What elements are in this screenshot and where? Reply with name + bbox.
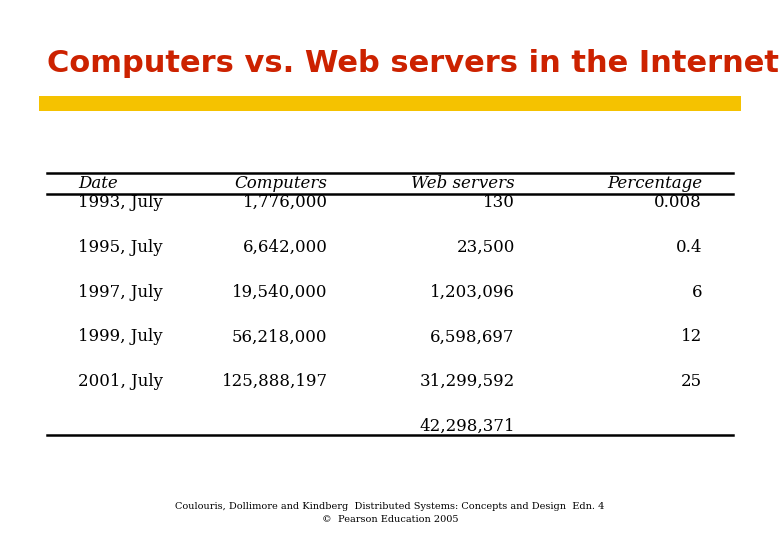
Text: Date: Date [78, 175, 118, 192]
Text: Computers vs. Web servers in the Internet: Computers vs. Web servers in the Interne… [47, 49, 778, 78]
Text: 31,299,592: 31,299,592 [420, 373, 515, 390]
Text: 12: 12 [681, 328, 702, 346]
Text: 6,642,000: 6,642,000 [243, 239, 328, 256]
Text: 1995, July: 1995, July [78, 239, 162, 256]
Text: 1,203,096: 1,203,096 [430, 284, 515, 301]
Text: 56,218,000: 56,218,000 [232, 328, 328, 346]
Text: 125,888,197: 125,888,197 [222, 373, 328, 390]
Text: 19,540,000: 19,540,000 [232, 284, 328, 301]
Text: Web servers: Web servers [411, 175, 515, 192]
Text: 23,500: 23,500 [456, 239, 515, 256]
Text: 42,298,371: 42,298,371 [419, 418, 515, 435]
Text: 1997, July: 1997, July [78, 284, 163, 301]
Bar [39, 96, 741, 111]
Text: Percentage: Percentage [607, 175, 702, 192]
Text: 0.008: 0.008 [654, 194, 702, 211]
Text: 6,598,697: 6,598,697 [431, 328, 515, 346]
Text: 1,776,000: 1,776,000 [243, 194, 328, 211]
Text: 1999, July: 1999, July [78, 328, 162, 346]
Text: Coulouris, Dollimore and Kindberg  Distributed Systems: Concepts and Design  Edn: Coulouris, Dollimore and Kindberg Distri… [176, 502, 604, 524]
Text: 25: 25 [681, 373, 702, 390]
Text: 6: 6 [692, 284, 702, 301]
Text: 130: 130 [483, 194, 515, 211]
Text: 2001, July: 2001, July [78, 373, 163, 390]
Text: 0.4: 0.4 [675, 239, 702, 256]
Text: Computers: Computers [235, 175, 328, 192]
Text: 1993, July: 1993, July [78, 194, 163, 211]
